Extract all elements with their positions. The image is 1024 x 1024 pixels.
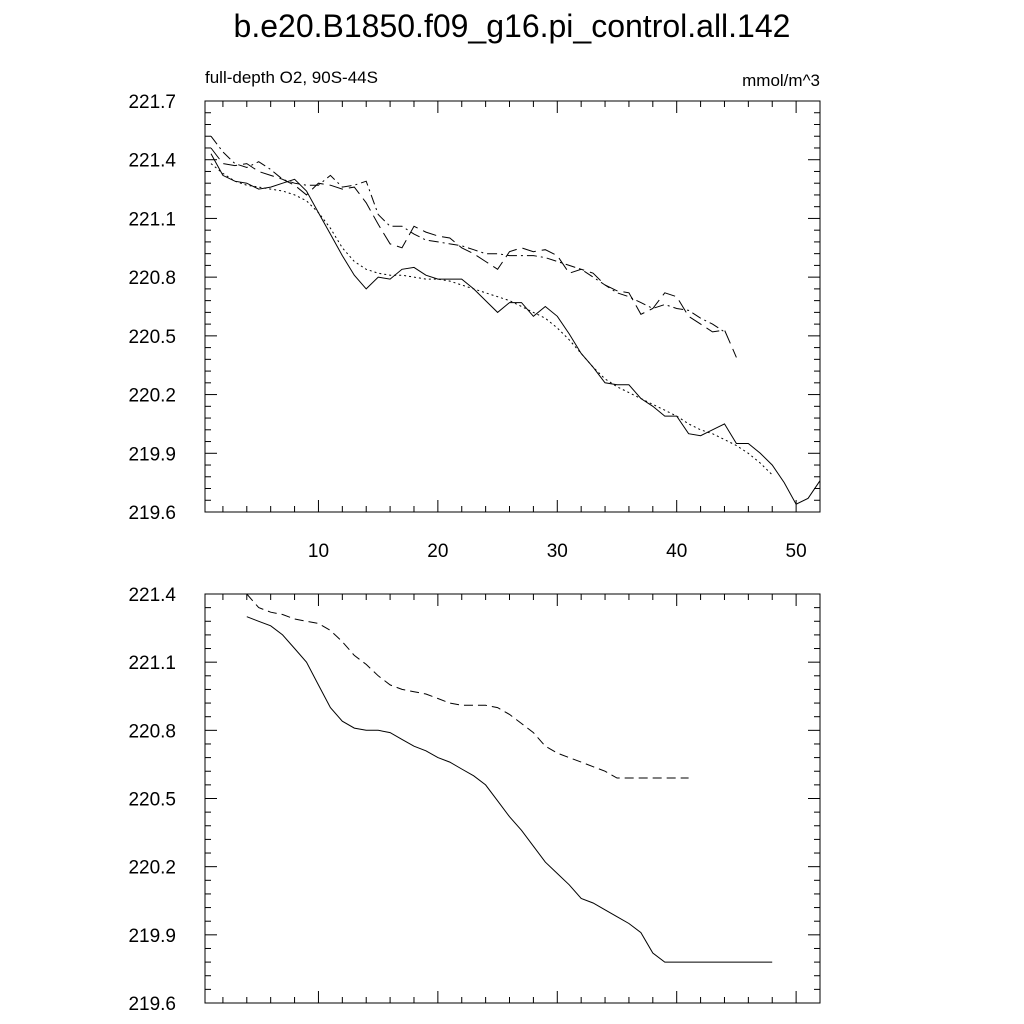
y-tick-label: 219.6 bbox=[128, 503, 176, 524]
y-tick-label: 220.2 bbox=[128, 858, 176, 879]
x-tick-label: 30 bbox=[547, 541, 568, 562]
y-tick-label: 221.1 bbox=[128, 653, 176, 674]
top-panel: 219.6 219.9 220.2 220.5 220.8 221.1 221.4 221.7… bbox=[128, 92, 821, 562]
y-tick-label: 220.5 bbox=[128, 327, 176, 348]
y-tick-label: 220.5 bbox=[128, 790, 176, 811]
y-tick-label: 220.2 bbox=[128, 386, 176, 407]
units-label: mmol/m^3 bbox=[742, 71, 820, 90]
y-tick-label: 219.6 bbox=[128, 994, 176, 1015]
y-tick-label: 219.9 bbox=[128, 926, 176, 947]
series-line-dotted bbox=[210, 163, 773, 476]
x-tick-label: 50 bbox=[786, 541, 807, 562]
y-tick-label: 219.9 bbox=[128, 444, 176, 465]
plot-frame bbox=[204, 593, 821, 1004]
y-tick-label: 221.7 bbox=[128, 92, 176, 113]
chart-title: b.e20.B1850.f09_g16.pi_control.all.142 bbox=[234, 8, 791, 44]
bottom-panel: 219.6 219.9 220.2 220.5 220.8 221.1 221.4 bbox=[128, 585, 821, 1015]
x-tick-label: 10 bbox=[308, 541, 329, 562]
series-line-dashed bbox=[246, 593, 689, 779]
plot-frame bbox=[204, 100, 821, 513]
x-tick-label: 20 bbox=[427, 541, 448, 562]
y-tick-label: 221.1 bbox=[128, 209, 176, 230]
y-tick-label: 220.8 bbox=[128, 721, 176, 742]
series-line-dash-dot bbox=[210, 135, 725, 333]
left-subtitle: full-depth O2, 90S-44S bbox=[205, 68, 378, 87]
y-tick-label: 221.4 bbox=[128, 585, 176, 606]
series-line-long-dash bbox=[210, 147, 737, 358]
series-line-solid bbox=[210, 153, 821, 505]
series-line-solid bbox=[246, 616, 773, 963]
y-tick-label: 221.4 bbox=[128, 151, 176, 172]
x-tick-label: 40 bbox=[666, 541, 687, 562]
y-tick-label: 220.8 bbox=[128, 268, 176, 289]
